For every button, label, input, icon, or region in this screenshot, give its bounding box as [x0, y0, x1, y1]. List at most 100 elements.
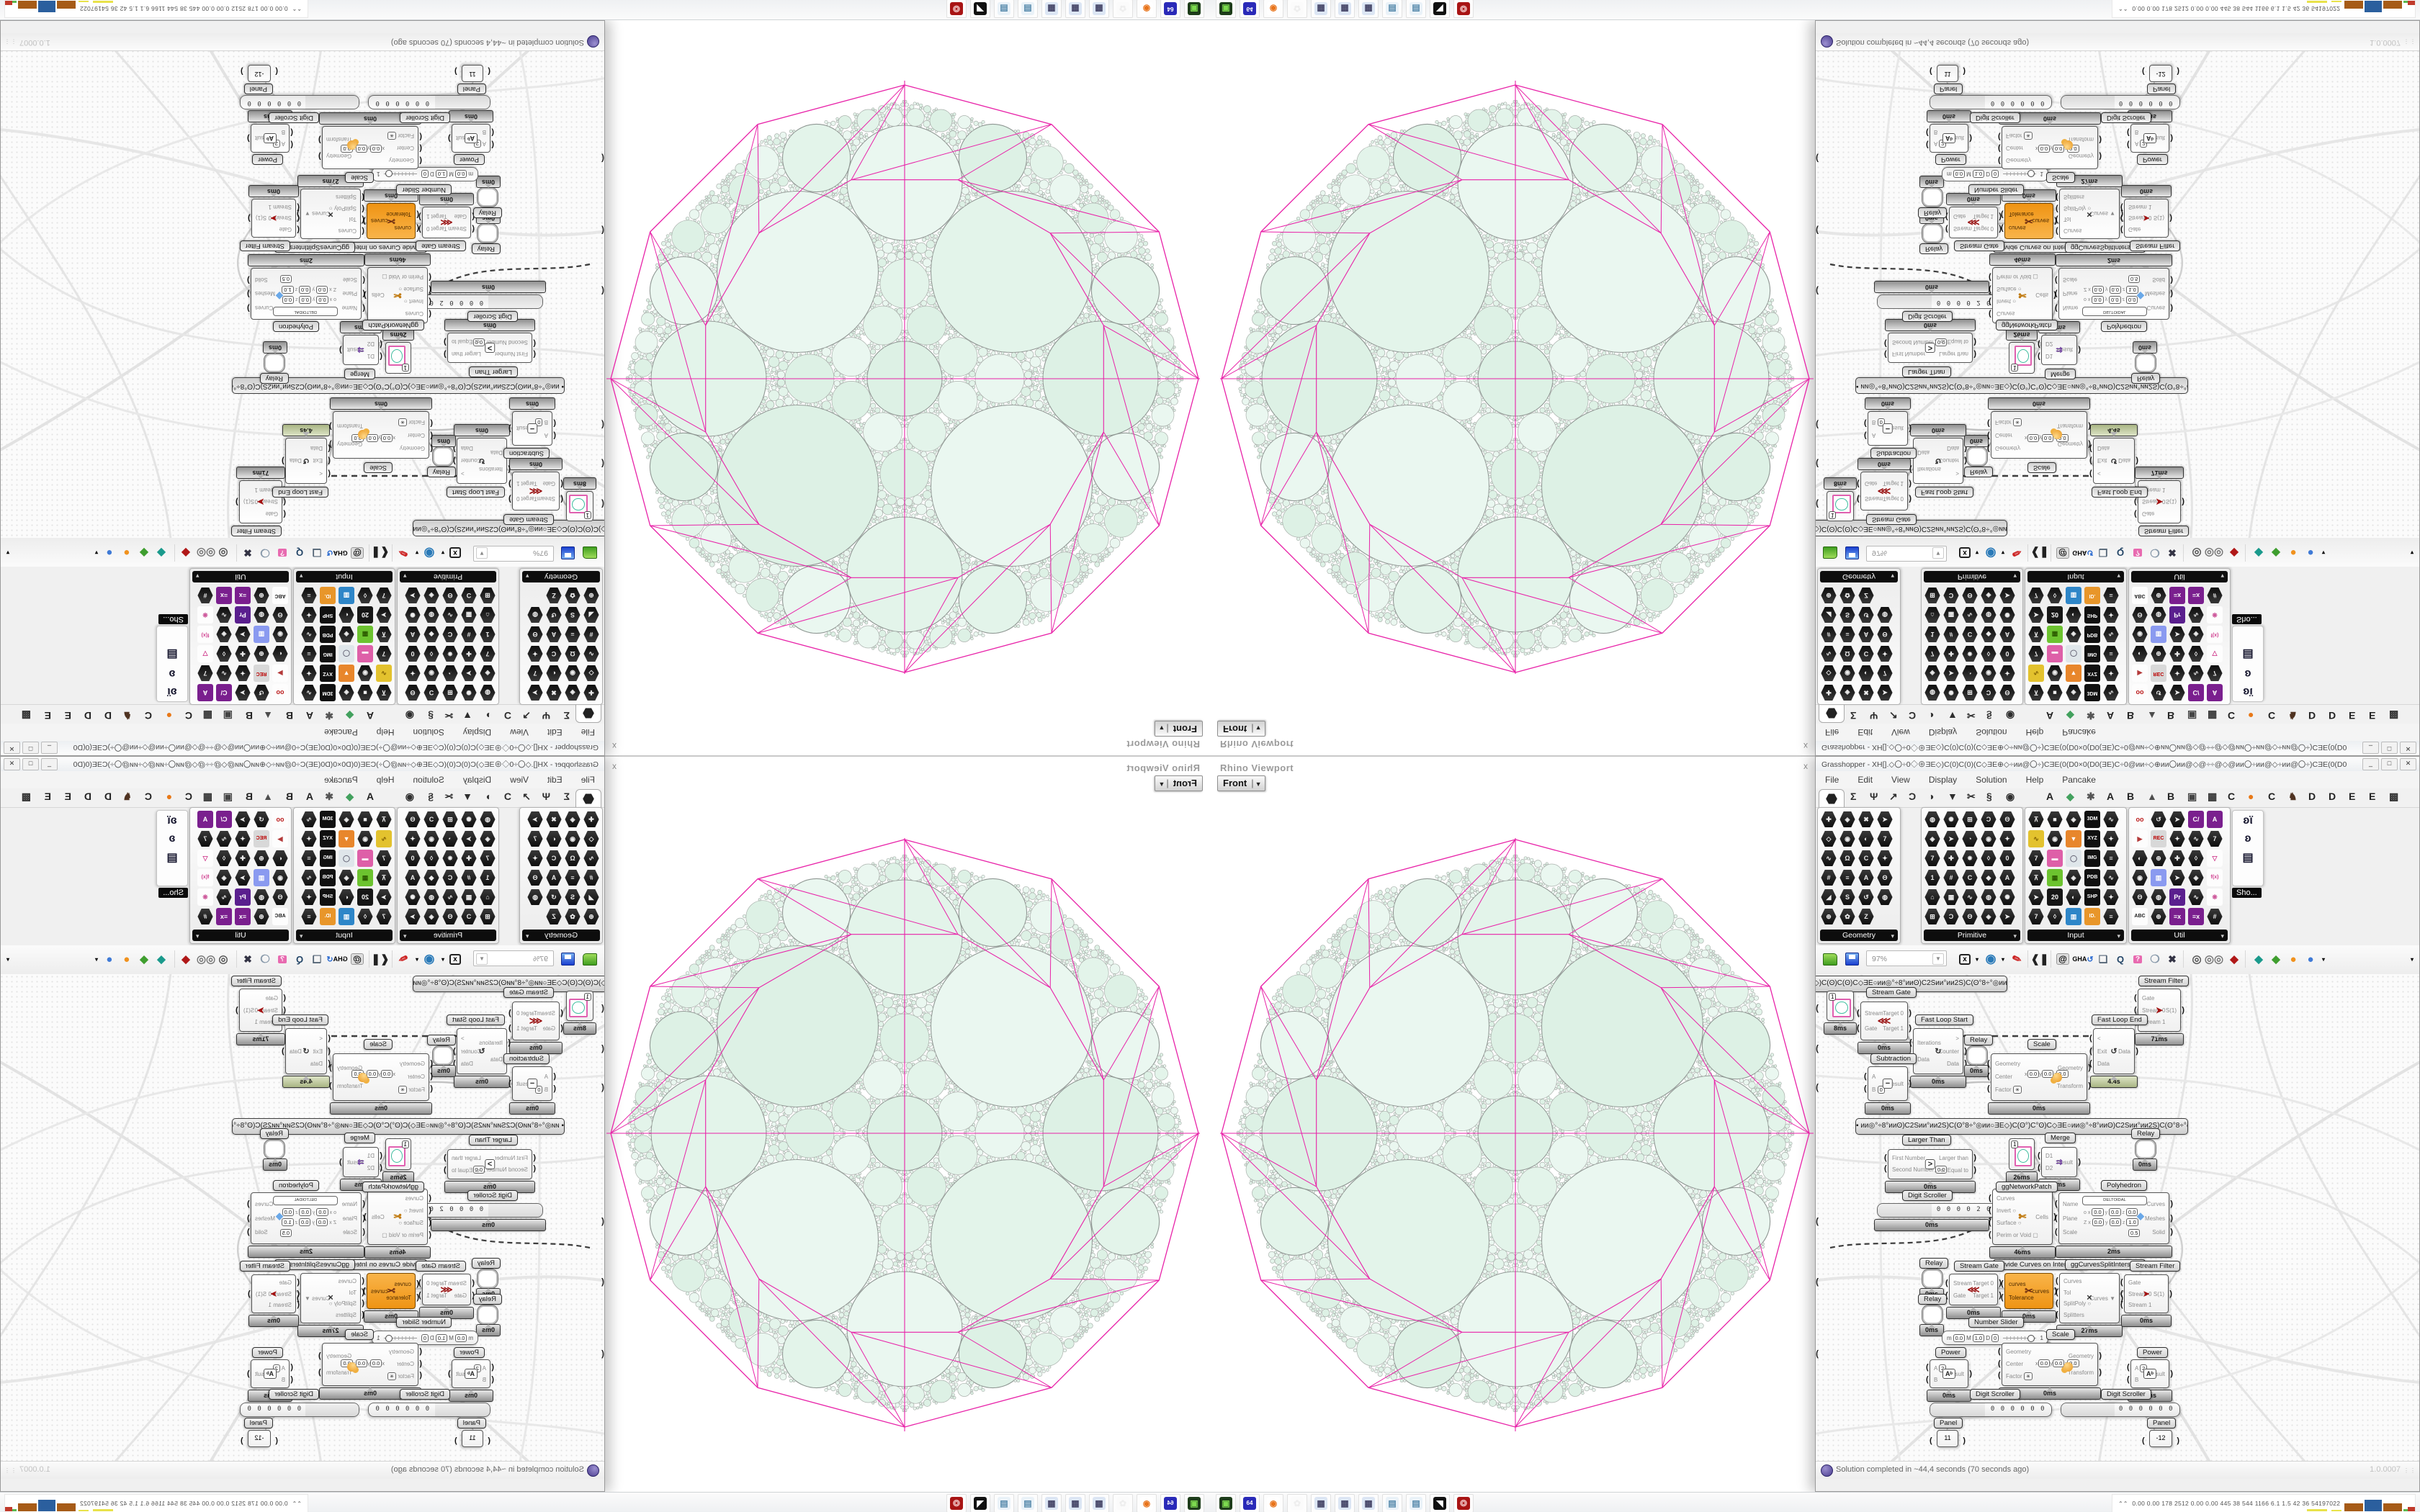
palette-icon[interactable]: C [442, 869, 458, 886]
tab-icon[interactable]: Σ [563, 791, 570, 802]
gem-red-button[interactable]: ◆ [2230, 546, 2238, 559]
palette-icon[interactable]: ≡x [2188, 587, 2204, 604]
tab-plugin[interactable]: ▩ [21, 791, 31, 802]
menu-file[interactable]: File [1825, 727, 1839, 737]
digit-scroller[interactable]: 0 0 0 0 0 0 0 0 2 0 [422, 294, 543, 309]
window-button[interactable]: _ [41, 758, 58, 770]
palette-icon[interactable]: ✦ [2103, 830, 2119, 847]
palette-icon[interactable]: ◉ [565, 830, 581, 847]
calculator-icon[interactable]: ▦ [1089, 0, 1109, 18]
palette-icon[interactable]: ■ [2047, 684, 2063, 701]
palette-icon[interactable]: C [1962, 869, 1978, 886]
tab-plugin[interactable]: A [366, 710, 374, 721]
window-button-tool[interactable]: ❏ [2098, 547, 2108, 559]
palette-icon[interactable]: oo [272, 684, 288, 701]
notepad-icon[interactable]: ▤ [1406, 1494, 1426, 1512]
chevron-down-icon[interactable]: ▼ [476, 953, 488, 965]
palette-icon[interactable]: ⊕ [1821, 587, 1837, 604]
palette-icon[interactable]: ⊕ [583, 587, 599, 604]
palette-icon[interactable]: Ɔ [1981, 811, 1996, 828]
palette-icon[interactable]: ➤ [2028, 888, 2044, 906]
tab-plugin[interactable]: D [2329, 791, 2336, 802]
larger-than[interactable]: First Number(Second Number 0.0(Larger th… [444, 1149, 536, 1179]
palette-icon[interactable]: ▥ [339, 587, 354, 604]
palette-icon[interactable]: A [2207, 811, 2223, 828]
palette-icon[interactable]: ∿ [2103, 626, 2119, 643]
surprise-box-button[interactable]: ? [274, 544, 290, 562]
palette-icon[interactable]: ∿ [583, 645, 599, 662]
remote-button[interactable]: @ [2055, 950, 2071, 968]
search-icon[interactable]: Q [295, 953, 304, 965]
palette-icon[interactable]: ∿ [1962, 888, 1978, 906]
palette-icon[interactable]: ⊞ [1924, 587, 1940, 604]
palette-icon[interactable]: ◍ [254, 606, 269, 624]
palette-icon[interactable]: ◊ [1981, 850, 1996, 867]
palette-icon[interactable]: ◊ [424, 850, 439, 867]
palette-icon[interactable]: ➤ [2169, 869, 2185, 886]
window-button[interactable]: ✕ [4, 742, 20, 754]
palette-icon[interactable]: PDB [320, 626, 336, 643]
palette-icon[interactable]: f(x) [197, 626, 213, 643]
palette-icon[interactable]: ʚ [2244, 667, 2251, 680]
palette-icon[interactable]: 1 [480, 626, 496, 643]
tab-plugin[interactable]: A [2046, 710, 2054, 721]
zoom-combo[interactable]: 97% ▼ [473, 950, 554, 966]
palette-icon[interactable]: C [442, 626, 458, 643]
divide-curves-on-intersects[interactable]: Curves(Invert ○(Surface ○(Perim or Void … [364, 1189, 431, 1245]
stream-filter[interactable]: Gate(Stream 0(Stream 1(S(1))➤ [2120, 1274, 2172, 1313]
menu-display[interactable]: Display [462, 775, 492, 785]
palette-icon[interactable]: 0 [405, 645, 421, 662]
palette-icon[interactable]: Θ [1999, 811, 2015, 828]
tab-plugin[interactable]: C [144, 710, 152, 721]
palette-icon[interactable]: ◉ [272, 626, 288, 643]
palette-icon[interactable]: ✦ [2103, 665, 2119, 682]
curve-param[interactable]: 1 [566, 991, 593, 1021]
tab-plugin[interactable]: D [2308, 710, 2316, 721]
palette-icon[interactable]: ABC [272, 908, 288, 925]
window-button[interactable]: ✕ [2400, 758, 2416, 770]
palette-icon[interactable]: ◍ [2151, 888, 2166, 906]
palette-icon[interactable]: ⊞ [442, 811, 458, 828]
tab-plugin[interactable]: E [44, 791, 51, 802]
tab-plugin[interactable]: C [184, 710, 192, 721]
palette-name[interactable]: Geometry ▾ [1820, 571, 1898, 582]
palette-icon[interactable]: Θ [405, 811, 421, 828]
palette-icon[interactable]: ✺ [461, 684, 477, 701]
palette-icon[interactable]: ◈ [339, 869, 354, 886]
palette-icon[interactable]: ◆ [1981, 869, 1996, 886]
stream-gate[interactable]: Stream(Gate(Target 0)Target 1)⋘ [1945, 207, 2002, 238]
palette-icon[interactable]: ≡ [565, 869, 581, 886]
tab-plugin[interactable]: ▲ [263, 791, 273, 802]
palette-icon[interactable]: ◐ [272, 850, 288, 867]
tab-plugin[interactable]: C [184, 791, 192, 802]
polyhedron-name-field[interactable]: DELTOIDAL ICOSITETRAHEDRON [273, 307, 338, 316]
menu-view[interactable]: View [1891, 727, 1910, 737]
tab-plugin[interactable]: ▦ [2208, 791, 2218, 802]
palette-icon[interactable]: ∿ [376, 665, 392, 682]
palette-icon[interactable]: 7 [527, 830, 543, 847]
palette-icon[interactable]: Z [1858, 908, 1874, 925]
palette-icon[interactable]: ◇ [1821, 830, 1837, 847]
palette-icon[interactable]: ➤ [461, 830, 477, 847]
palette-icon[interactable]: ✦ [527, 850, 543, 867]
firefox-icon[interactable]: ◉ [1263, 0, 1283, 18]
palette-name[interactable]: Geometry ▾ [522, 930, 600, 941]
palette-icon[interactable]: ◈ [339, 626, 354, 643]
surprise-box-button[interactable]: ? [2130, 950, 2146, 968]
tab-plugin[interactable]: D [2329, 710, 2336, 721]
palette-icon[interactable]: ▬ [2047, 850, 2063, 867]
calculator-icon[interactable]: ▦ [1089, 1494, 1109, 1512]
palette-icon[interactable]: # [1943, 869, 1959, 886]
palette-icon[interactable]: ↺ [2151, 684, 2166, 701]
palette-icon[interactable]: ✺ [405, 606, 421, 624]
palette-icon[interactable]: ⌂ [1924, 888, 1940, 906]
lens-pair-button[interactable]: ◎◎ [2204, 953, 2224, 966]
tab-plugin[interactable]: ● [2248, 710, 2254, 721]
rhino-icon[interactable]: ◥ [1430, 0, 1450, 18]
surprise-box-button[interactable]: ? [2130, 544, 2146, 562]
calculator-icon[interactable]: ▦ [1065, 1494, 1085, 1512]
palette-icon[interactable]: ✿ [1839, 908, 1855, 925]
panel[interactable]: 11() [454, 65, 490, 82]
scale[interactable]: Geometry(Center(Factor ✳(Geometry) Transf… [1998, 126, 2102, 169]
stream-gate[interactable]: Stream(Gate(Target 0)Target 1)⋘ [1857, 472, 1912, 510]
